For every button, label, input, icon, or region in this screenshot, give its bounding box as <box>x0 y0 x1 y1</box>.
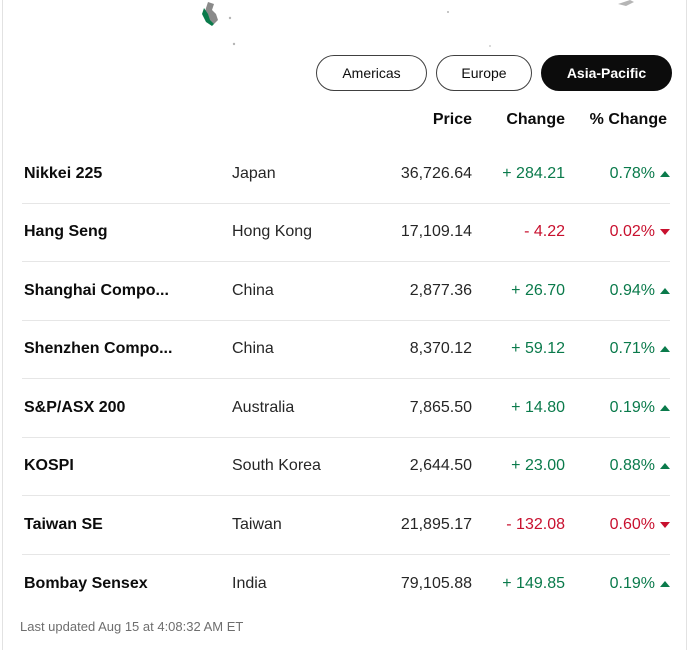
index-pct-change: 0.71% <box>610 340 670 358</box>
frame-border-right <box>686 0 687 650</box>
index-price: 36,726.64 <box>400 164 472 182</box>
index-country: China <box>232 340 274 358</box>
table-row[interactable]: Shenzhen Compo... China 8,370.12 + 59.12 0.7… <box>22 321 670 379</box>
index-price: 17,109.14 <box>400 223 472 241</box>
index-country: Japan <box>232 164 276 182</box>
index-pct-change: 0.60% <box>610 516 670 534</box>
index-name[interactable]: Shenzhen Compo... <box>24 340 173 358</box>
index-price: 8,370.12 <box>409 340 472 358</box>
index-pct-value: 0.88% <box>609 457 655 475</box>
index-pct-value: 0.60% <box>609 515 655 533</box>
frame-border-left <box>2 0 3 650</box>
index-change: + 149.85 <box>502 574 565 592</box>
index-price: 7,865.50 <box>409 398 472 416</box>
index-price: 2,877.36 <box>409 281 472 299</box>
triangle-up-icon <box>660 580 670 587</box>
index-pct-change: 0.78% <box>610 165 670 183</box>
triangle-up-icon <box>660 404 670 411</box>
index-change: + 26.70 <box>511 281 565 299</box>
index-change: + 23.00 <box>511 457 565 475</box>
index-country: Hong Kong <box>232 223 313 241</box>
index-change: + 14.80 <box>511 398 565 416</box>
tab-asia-pacific[interactable]: Asia-Pacific <box>541 55 672 91</box>
triangle-up-icon <box>660 287 670 294</box>
index-pct-value: 0.94% <box>609 281 655 299</box>
column-header-price: Price <box>432 111 472 128</box>
index-country: India <box>232 574 267 592</box>
index-name[interactable]: S&P/ASX 200 <box>24 398 126 416</box>
index-price: 79,105.88 <box>400 574 472 592</box>
tab-europe[interactable]: Europe <box>436 55 532 91</box>
last-updated-text: Last updated Aug 15 at 4:08:32 AM ET <box>20 619 244 634</box>
index-price: 2,644.50 <box>409 457 472 475</box>
index-country: Taiwan <box>232 515 282 533</box>
index-table: Nikkei 225 Japan 36,726.64 + 284.21 0.78% Han… <box>22 145 670 613</box>
index-pct-value: 0.02% <box>609 223 655 241</box>
index-pct-value: 0.71% <box>609 340 655 358</box>
index-change: + 284.21 <box>502 164 565 182</box>
index-pct-value: 0.19% <box>609 574 655 592</box>
index-pct-change: 0.02% <box>610 223 670 241</box>
table-row[interactable]: Nikkei 225 Japan 36,726.64 + 284.21 0.78% <box>22 145 670 204</box>
triangle-down-icon <box>660 521 670 528</box>
triangle-up-icon <box>660 170 670 177</box>
index-country: South Korea <box>232 457 321 475</box>
triangle-up-icon <box>660 346 670 353</box>
index-country: China <box>232 281 274 299</box>
index-name[interactable]: Shanghai Compo... <box>24 281 169 299</box>
index-change: - 4.22 <box>524 223 565 241</box>
table-row[interactable]: Bombay Sensex India 79,105.88 + 149.85 0.19% <box>22 555 670 614</box>
index-country: Australia <box>232 398 295 416</box>
column-header-change: Change <box>506 111 565 128</box>
table-row[interactable]: Taiwan SE Taiwan 21,895.17 - 132.08 0.60% <box>22 496 670 555</box>
index-pct-value: 0.78% <box>609 164 655 182</box>
index-name[interactable]: Bombay Sensex <box>24 574 148 592</box>
index-pct-change: 0.19% <box>610 575 670 593</box>
index-name[interactable]: Hang Seng <box>24 223 108 241</box>
index-change: + 59.12 <box>511 340 565 358</box>
index-pct-change: 0.19% <box>610 399 670 417</box>
index-name[interactable]: Nikkei 225 <box>24 164 103 182</box>
index-change: - 132.08 <box>506 515 565 533</box>
world-map-fragment <box>202 0 634 47</box>
tab-americas[interactable]: Americas <box>316 55 427 91</box>
triangle-up-icon <box>660 463 670 470</box>
index-price: 21,895.17 <box>400 515 472 533</box>
table-row[interactable]: KOSPI South Korea 2,644.50 + 23.00 0.88% <box>22 438 670 496</box>
column-header-pct-change: % Change <box>589 111 667 128</box>
index-name[interactable]: Taiwan SE <box>24 515 103 533</box>
table-row[interactable]: Shanghai Compo... China 2,877.36 + 26.70 0.9… <box>22 262 670 321</box>
index-pct-change: 0.94% <box>610 282 670 300</box>
index-pct-change: 0.88% <box>610 457 670 475</box>
index-name[interactable]: KOSPI <box>24 457 74 475</box>
table-row[interactable]: S&P/ASX 200 Australia 7,865.50 + 14.80 0.19% <box>22 379 670 438</box>
region-tabs: Americas Europe Asia-Pacific <box>316 55 672 91</box>
index-pct-value: 0.19% <box>609 398 655 416</box>
triangle-down-icon <box>660 229 670 236</box>
table-row[interactable]: Hang Seng Hong Kong 17,109.14 - 4.22 0.02% <box>22 204 670 262</box>
